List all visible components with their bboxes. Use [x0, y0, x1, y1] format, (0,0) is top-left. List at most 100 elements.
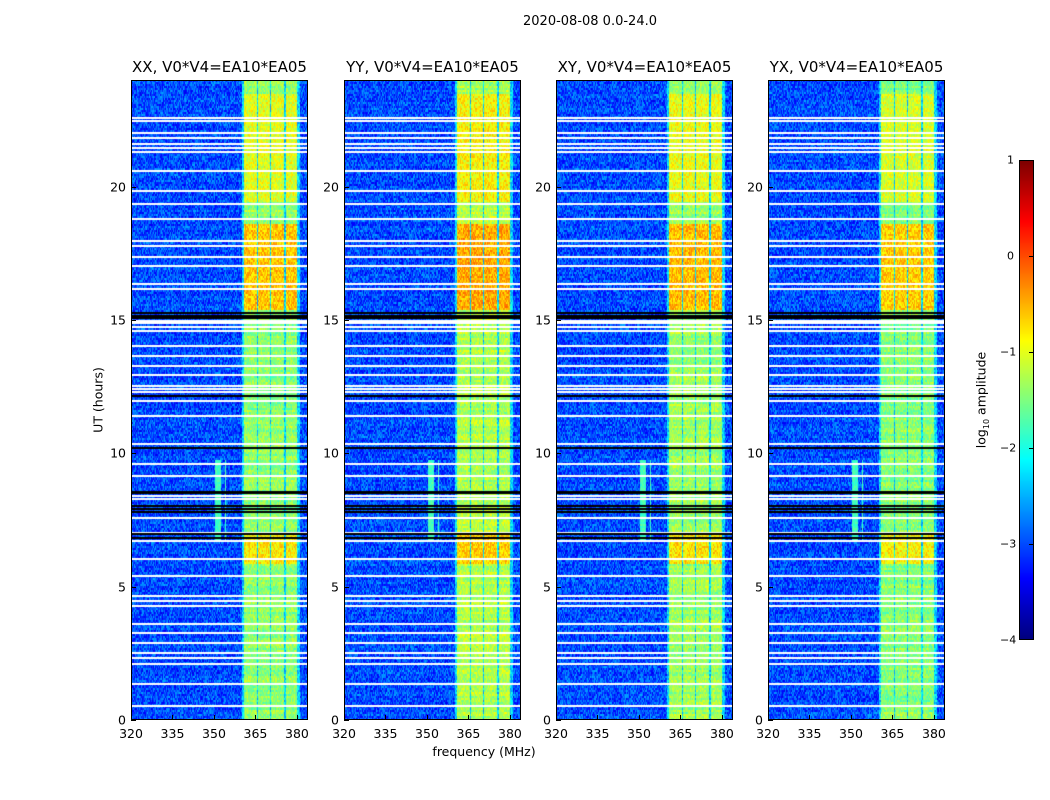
- x-tick-mark: [850, 715, 852, 720]
- colorbar-label-main: log: [973, 429, 989, 449]
- y-tick-label: 0: [118, 712, 126, 728]
- x-tick-mark: [680, 715, 682, 720]
- x-tick-mark: [468, 715, 470, 720]
- colorbar-tick-label: 1: [1007, 153, 1014, 167]
- x-tick-mark: [131, 715, 132, 720]
- y-tick-mark: [344, 720, 349, 721]
- panel-yx: YX, V0*V4=EA10*EA05 320 335 350 365 380 0 5 10 1…: [747, 58, 946, 741]
- x-tick-mark: [172, 715, 174, 720]
- y-tick-label: 5: [543, 579, 551, 595]
- y-tick-mark: [344, 586, 349, 588]
- colorbar-tick-mark: [1029, 448, 1034, 449]
- y-tick-mark: [556, 186, 561, 188]
- colorbar-tick-label: −1: [1000, 345, 1017, 359]
- axes-frame: [768, 80, 945, 720]
- heatmap-yy: [344, 80, 521, 720]
- colorbar-label: log10 amplitude: [973, 352, 991, 448]
- x-tick-mark: [638, 715, 640, 720]
- y-tick-mark: [556, 720, 561, 721]
- x-axis-label: frequency (MHz): [432, 744, 536, 759]
- x-tick-mark: [556, 715, 557, 720]
- x-tick-mark: [892, 715, 894, 720]
- y-tick-label: 20: [110, 179, 126, 195]
- x-tick-label: 335: [160, 726, 185, 741]
- x-tick-mark: [509, 715, 511, 720]
- colorbar-tick-mark: [1029, 639, 1034, 640]
- colorbar-label-rest: amplitude: [973, 351, 989, 419]
- colorbar-tick-label: −4: [1000, 633, 1017, 647]
- x-tick-label: 335: [585, 726, 610, 741]
- y-tick-label: 20: [535, 179, 551, 195]
- x-tick-mark: [809, 715, 811, 720]
- x-tick-mark: [768, 715, 769, 720]
- y-tick-mark: [131, 720, 136, 721]
- x-tick-label: 350: [839, 726, 863, 741]
- x-tick-mark: [426, 715, 428, 720]
- y-tick-label: 10: [323, 445, 339, 461]
- x-tick-label: 365: [243, 726, 268, 741]
- figure-title: 2020-08-08 0.0-24.0: [523, 14, 657, 29]
- x-tick-mark: [213, 715, 215, 720]
- y-tick-mark: [768, 320, 773, 321]
- colorbar-tick-mark: [1029, 352, 1034, 353]
- colorbar-label-sub: 10: [981, 418, 991, 430]
- x-tick-label: 335: [797, 726, 822, 741]
- y-axis-label: UT (hours): [90, 367, 106, 433]
- y-tick-label: 5: [755, 579, 763, 595]
- y-tick-mark: [768, 186, 773, 188]
- axes-frame: [344, 80, 521, 720]
- x-tick-label: 365: [880, 726, 905, 741]
- x-tick-label: 320: [756, 726, 780, 741]
- y-tick-label: 0: [543, 712, 551, 728]
- heatmap-yx: [768, 80, 945, 720]
- y-tick-label: 20: [323, 179, 339, 195]
- y-tick-label: 15: [747, 312, 763, 328]
- x-tick-mark: [721, 715, 723, 720]
- y-tick-label: 15: [535, 312, 551, 328]
- x-tick-label: 335: [373, 726, 398, 741]
- panel-title: XX, V0*V4=EA10*EA05: [132, 58, 307, 76]
- x-tick-mark: [385, 715, 387, 720]
- colorbar: [1019, 160, 1034, 640]
- colorbar-tick-label: −2: [1000, 441, 1017, 455]
- x-tick-label: 365: [456, 726, 481, 741]
- x-tick-label: 350: [627, 726, 651, 741]
- y-tick-mark: [344, 453, 349, 455]
- x-tick-mark: [255, 715, 257, 720]
- colorbar-tick-mark: [1029, 160, 1034, 161]
- x-tick-mark: [344, 715, 345, 720]
- x-tick-label: 350: [202, 726, 226, 741]
- y-tick-label: 0: [755, 712, 763, 728]
- y-tick-mark: [768, 720, 773, 721]
- y-tick-label: 20: [747, 179, 763, 195]
- y-tick-mark: [344, 320, 349, 321]
- y-tick-label: 5: [331, 579, 339, 595]
- y-tick-mark: [768, 586, 773, 588]
- y-tick-mark: [131, 586, 136, 588]
- x-tick-label: 380: [285, 726, 309, 741]
- heatmap-xy: [556, 80, 733, 720]
- x-tick-label: 350: [415, 726, 439, 741]
- x-tick-label: 380: [922, 726, 946, 741]
- x-tick-label: 380: [710, 726, 734, 741]
- x-tick-label: 320: [332, 726, 356, 741]
- panel-title: YX, V0*V4=EA10*EA05: [769, 58, 944, 76]
- y-tick-label: 10: [747, 445, 763, 461]
- colorbar-tick-mark: [1029, 544, 1034, 545]
- x-tick-mark: [296, 715, 298, 720]
- y-tick-mark: [556, 586, 561, 588]
- y-tick-mark: [131, 453, 136, 455]
- y-tick-label: 10: [110, 445, 126, 461]
- y-tick-label: 10: [535, 445, 551, 461]
- y-tick-mark: [556, 453, 561, 455]
- y-tick-mark: [131, 320, 136, 321]
- y-tick-label: 15: [110, 312, 126, 328]
- y-tick-mark: [344, 186, 349, 188]
- axes-frame: [131, 80, 308, 720]
- y-tick-mark: [131, 186, 136, 188]
- y-tick-label: 5: [118, 579, 126, 595]
- colorbar-tick-mark: [1029, 256, 1034, 257]
- x-tick-mark: [597, 715, 599, 720]
- x-tick-label: 380: [498, 726, 522, 741]
